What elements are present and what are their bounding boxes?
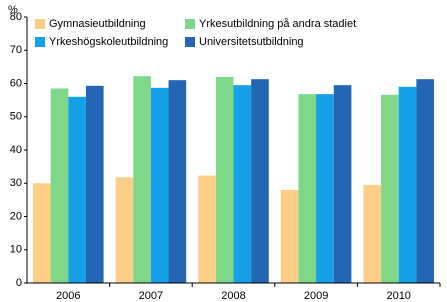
bar xyxy=(280,189,299,283)
bar xyxy=(68,96,86,283)
bar xyxy=(233,85,252,283)
bar xyxy=(316,94,334,283)
bar xyxy=(381,94,399,284)
y-tick-label: 20 xyxy=(10,210,22,222)
bar xyxy=(215,76,234,283)
bar xyxy=(168,80,187,283)
bar xyxy=(298,94,317,283)
bar xyxy=(133,76,151,283)
x-tick-label: 2007 xyxy=(139,290,163,302)
bar xyxy=(115,177,134,283)
legend-label: Yrkeshögskoleutbildning xyxy=(49,36,168,48)
bar xyxy=(198,175,216,283)
legend-label: Universitetsutbildning xyxy=(199,36,304,48)
bar xyxy=(398,86,417,283)
bar xyxy=(251,79,269,284)
legend-swatch xyxy=(35,37,45,47)
bar xyxy=(333,85,352,283)
y-tick-label: 50 xyxy=(10,111,22,123)
bar xyxy=(150,87,169,283)
legend-label: Gymnasieutbildning xyxy=(49,18,146,30)
y-tick-label: 70 xyxy=(10,44,22,56)
y-tick-label: 10 xyxy=(10,244,22,256)
x-tick-label: 2008 xyxy=(221,290,245,302)
x-tick-label: 2006 xyxy=(56,290,80,302)
legend-swatch xyxy=(185,19,195,29)
bar xyxy=(363,184,382,283)
bar xyxy=(416,79,434,284)
x-tick-label: 2010 xyxy=(386,290,410,302)
legend-label: Yrkesutbildning på andra stadiet xyxy=(199,18,356,30)
y-tick-label: 30 xyxy=(10,177,22,189)
x-tick-label: 2009 xyxy=(304,290,328,302)
bar xyxy=(85,85,104,283)
legend-swatch xyxy=(185,37,195,47)
y-tick-label: 0 xyxy=(16,277,22,289)
bar xyxy=(50,88,69,283)
y-tick-label: 60 xyxy=(10,77,22,89)
y-tick-label: 40 xyxy=(10,144,22,156)
y-axis-label: % xyxy=(8,4,18,16)
legend-swatch xyxy=(35,19,45,29)
y-tick-label: 80 xyxy=(10,11,22,23)
bar xyxy=(33,183,51,283)
